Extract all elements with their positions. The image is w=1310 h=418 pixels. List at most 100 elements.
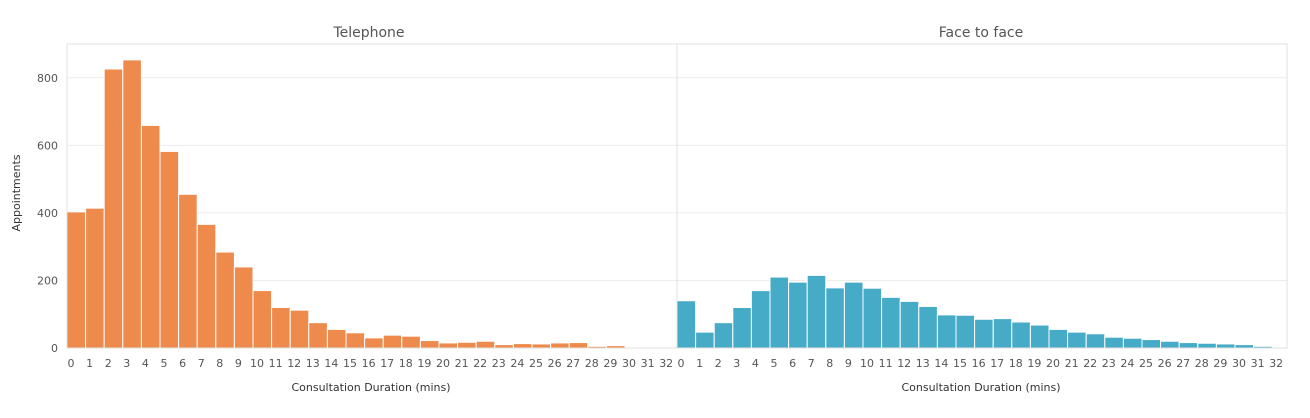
bar-telephone-2 [104,69,123,348]
x-tick-label-telephone-23: 23 [492,357,506,370]
x-tick-label-telephone-19: 19 [417,357,431,370]
x-tick-label-telephone-15: 15 [343,357,357,370]
x-tick-label-face-to-face-21: 21 [1065,357,1079,370]
x-tick-label-telephone-31: 31 [641,357,655,370]
bar-face-to-face-24 [1123,338,1142,348]
bar-face-to-face-6 [789,282,808,348]
bar-face-to-face-4 [751,291,770,348]
x-tick-label-telephone-9: 9 [235,357,242,370]
bar-telephone-9 [234,267,253,348]
x-tick-label-face-to-face-2: 2 [715,357,722,370]
bar-telephone-26 [551,343,570,348]
bar-telephone-8 [216,252,235,348]
x-tick-label-face-to-face-9: 9 [845,357,852,370]
x-tick-label-telephone-28: 28 [585,357,599,370]
bar-telephone-15 [346,333,365,348]
bar-telephone-25 [532,344,551,348]
bar-face-to-face-9 [844,282,863,348]
x-tick-label-telephone-14: 14 [324,357,338,370]
bar-face-to-face-22 [1086,334,1105,348]
bar-face-to-face-19 [1030,325,1049,348]
panel-title-telephone: Telephone [332,25,404,41]
y-tick-label-200: 200 [37,274,58,287]
bar-face-to-face-23 [1105,337,1124,348]
bar-face-to-face-11 [882,297,901,348]
x-tick-label-telephone-10: 10 [250,357,264,370]
x-tick-label-face-to-face-13: 13 [916,357,930,370]
x-tick-label-face-to-face-1: 1 [696,357,703,370]
x-tick-label-face-to-face-31: 31 [1251,357,1265,370]
bar-face-to-face-14 [937,315,956,348]
bar-telephone-5 [160,151,179,348]
x-tick-label-telephone-21: 21 [455,357,469,370]
x-tick-label-telephone-2: 2 [105,357,112,370]
x-tick-label-face-to-face-26: 26 [1158,357,1172,370]
y-tick-label-0: 0 [51,342,58,355]
bar-face-to-face-25 [1142,340,1161,348]
bar-face-to-face-2 [714,323,733,348]
x-tick-label-telephone-7: 7 [198,357,205,370]
x-tick-label-face-to-face-14: 14 [934,357,948,370]
bar-telephone-16 [365,338,384,348]
bar-telephone-7 [197,224,216,348]
x-tick-label-face-to-face-0: 0 [678,357,685,370]
x-tick-label-telephone-24: 24 [510,357,524,370]
y-axis-label: Appointments [10,154,23,231]
bar-face-to-face-1 [696,332,715,348]
x-tick-label-telephone-17: 17 [380,357,394,370]
bar-telephone-24 [513,344,532,348]
bar-telephone-20 [439,343,458,348]
x-tick-label-telephone-13: 13 [306,357,320,370]
x-tick-label-face-to-face-11: 11 [879,357,893,370]
x-tick-label-face-to-face-16: 16 [972,357,986,370]
bar-telephone-12 [290,310,309,348]
x-tick-label-telephone-12: 12 [287,357,301,370]
x-tick-label-telephone-16: 16 [362,357,376,370]
x-tick-label-telephone-25: 25 [529,357,543,370]
y-tick-label-400: 400 [37,207,58,220]
x-tick-label-face-to-face-23: 23 [1102,357,1116,370]
bars-layer [67,60,1272,348]
bar-face-to-face-5 [770,277,789,348]
x-tick-label-telephone-32: 32 [659,357,673,370]
bar-telephone-0 [67,212,86,348]
bar-face-to-face-21 [1068,332,1087,348]
x-tick-label-telephone-11: 11 [269,357,283,370]
bar-face-to-face-20 [1049,329,1068,348]
x-tick-label-face-to-face-10: 10 [860,357,874,370]
bar-face-to-face-13 [919,306,938,348]
bar-face-to-face-29 [1216,344,1235,348]
x-tick-label-telephone-1: 1 [86,357,93,370]
x-tick-label-face-to-face-32: 32 [1269,357,1283,370]
bar-telephone-13 [309,323,328,348]
x-tick-label-telephone-22: 22 [473,357,487,370]
bar-telephone-14 [327,329,346,348]
bar-telephone-21 [458,342,477,348]
x-tick-label-telephone-20: 20 [436,357,450,370]
x-tick-label-telephone-27: 27 [566,357,580,370]
bar-face-to-face-12 [900,301,919,348]
bar-face-to-face-26 [1161,341,1180,348]
x-tick-label-telephone-29: 29 [603,357,617,370]
x-tick-label-face-to-face-19: 19 [1027,357,1041,370]
x-tick-label-face-to-face-17: 17 [990,357,1004,370]
x-tick-label-face-to-face-25: 25 [1139,357,1153,370]
x-tick-label-face-to-face-20: 20 [1046,357,1060,370]
x-tick-label-telephone-0: 0 [68,357,75,370]
bar-face-to-face-15 [956,315,975,348]
x-tick-label-telephone-8: 8 [216,357,223,370]
y-tick-label-800: 800 [37,72,58,85]
x-tick-label-face-to-face-24: 24 [1120,357,1134,370]
x-axis-label-telephone: Consultation Duration (mins) [291,381,450,394]
x-tick-label-face-to-face-3: 3 [733,357,740,370]
bar-telephone-3 [123,60,142,348]
x-tick-label-face-to-face-22: 22 [1083,357,1097,370]
x-tick-label-face-to-face-4: 4 [752,357,759,370]
y-tick-label-600: 600 [37,139,58,152]
panel-title-face-to-face: Face to face [939,25,1023,41]
x-tick-label-face-to-face-28: 28 [1195,357,1209,370]
bar-telephone-19 [420,341,439,348]
x-tick-label-face-to-face-29: 29 [1213,357,1227,370]
bar-telephone-4 [141,125,160,348]
bar-face-to-face-7 [807,275,826,348]
